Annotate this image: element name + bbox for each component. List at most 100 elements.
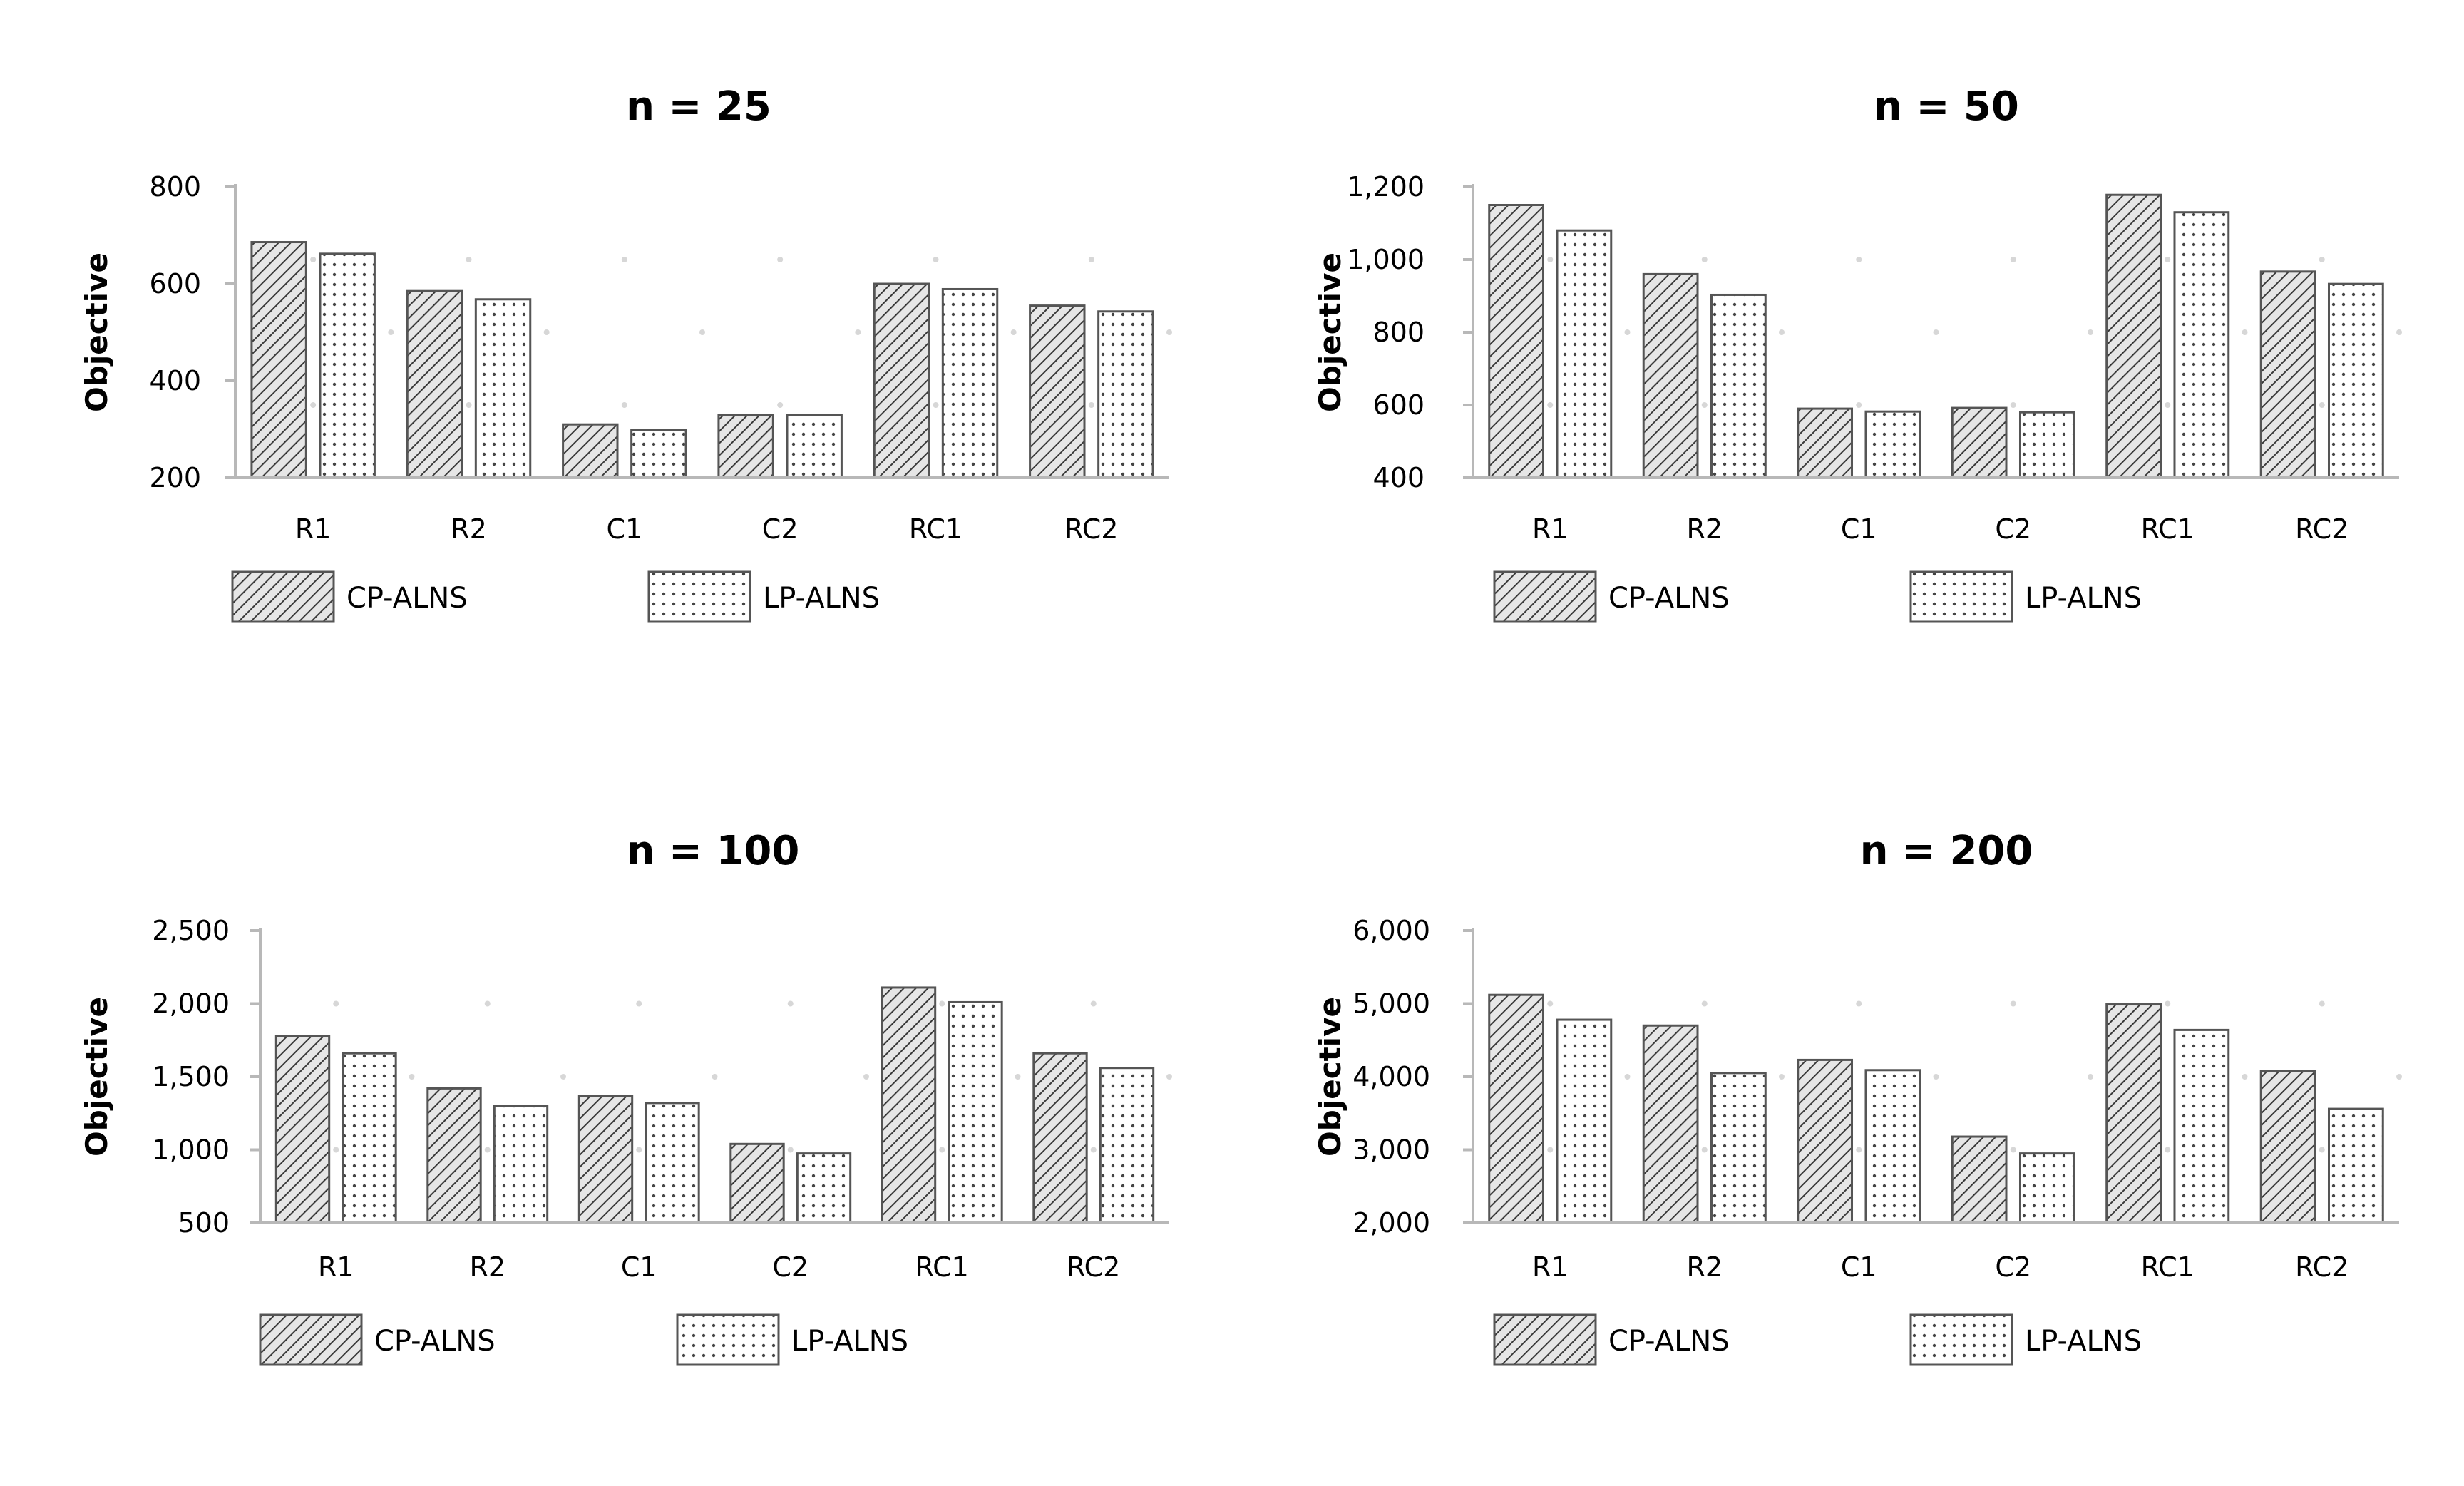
bar-lp-alns-c1 — [645, 1102, 700, 1224]
y-axis-label: Objective — [1313, 252, 1348, 412]
bar-lp-alns-r1 — [1556, 1018, 1613, 1224]
bar-lp-alns-c1 — [1864, 1069, 1921, 1224]
grid-dot — [1856, 1000, 1862, 1007]
grid-dot — [933, 257, 939, 262]
y-tick-label: 2,000 — [152, 988, 230, 1020]
x-tick-label: RC1 — [2141, 513, 2194, 545]
grid-dot — [2010, 257, 2016, 262]
x-tick-label: C2 — [1995, 1251, 2031, 1283]
x-tick-label: R2 — [469, 1251, 505, 1283]
y-tick-label: 800 — [149, 171, 201, 203]
grid-dot — [1015, 1074, 1021, 1080]
y-tick-label: 600 — [1372, 389, 1424, 421]
legend-swatch-cp-alns — [259, 1313, 363, 1366]
y-tick-label: 5,000 — [1352, 988, 1430, 1020]
grid-dot — [1701, 1000, 1708, 1007]
legend-swatch-lp-alns — [676, 1313, 780, 1366]
bar-lp-alns-r1 — [319, 252, 376, 479]
legend-swatch-cp-alns — [231, 570, 335, 623]
legend-label-cp-alns: CP-ALNS — [346, 582, 468, 615]
bar-cp-alns-rc1 — [873, 282, 930, 479]
grid-dot — [1701, 1147, 1708, 1153]
grid-dot — [2319, 257, 2325, 262]
bar-cp-alns-r1 — [1488, 204, 1545, 479]
bar-cp-alns-r2 — [1642, 1024, 1699, 1224]
grid-dot — [1090, 1147, 1097, 1153]
grid-dot — [699, 329, 705, 335]
grid-dot — [636, 1147, 642, 1153]
grid-dot — [2319, 1147, 2325, 1153]
x-tick-label: R2 — [1686, 1251, 1723, 1283]
y-tick-label: 2,000 — [1352, 1207, 1430, 1239]
grid-dot — [1624, 329, 1631, 335]
grid-dot — [621, 257, 627, 262]
grid-dot — [621, 402, 627, 408]
grid-dot — [466, 257, 472, 262]
grid-dot — [2319, 402, 2325, 408]
x-tick-label: C1 — [1841, 1251, 1877, 1283]
grid-dot — [1547, 257, 1554, 262]
grid-dot — [787, 1147, 794, 1153]
bar-cp-alns-rc2 — [2259, 270, 2316, 479]
bar-cp-alns-rc2 — [1029, 304, 1086, 479]
grid-dot — [2396, 329, 2402, 335]
bar-cp-alns-rc1 — [2105, 193, 2162, 479]
y-tick-label: 800 — [1372, 317, 1424, 348]
bar-lp-alns-rc2 — [2327, 1107, 2384, 1224]
x-tick-label: C1 — [606, 513, 642, 545]
x-tick-label: RC1 — [2141, 1251, 2194, 1283]
bar-lp-alns-c2 — [2018, 1152, 2075, 1224]
chart-title: n = 25 — [626, 83, 771, 130]
x-tick-label: C2 — [762, 513, 799, 545]
grid-dot — [1624, 1074, 1631, 1080]
grid-dot — [310, 402, 317, 408]
grid-dot — [2165, 1147, 2171, 1153]
grid-dot — [333, 1000, 339, 1007]
y-tick-label: 2,500 — [152, 915, 230, 946]
grid-dot — [543, 329, 550, 335]
bar-cp-alns-rc1 — [881, 986, 937, 1224]
y-tick-label: 200 — [149, 462, 201, 493]
y-tick-label: 3,000 — [1352, 1134, 1430, 1166]
grid-dot — [1166, 1074, 1172, 1080]
grid-dot — [636, 1000, 642, 1007]
y-tick-label: 400 — [1372, 462, 1424, 493]
grid-dot — [1010, 329, 1017, 335]
grid-dot — [855, 329, 861, 335]
grid-dot — [1701, 402, 1708, 408]
grid-dot — [787, 1000, 794, 1007]
bar-cp-alns-rc1 — [2105, 1003, 2162, 1224]
grid-dot — [466, 402, 472, 408]
bar-cp-alns-c1 — [1797, 407, 1854, 479]
grid-dot — [1166, 329, 1172, 335]
x-tick-label: R1 — [318, 1251, 354, 1283]
grid-dot — [1547, 1000, 1554, 1007]
bar-lp-alns-c2 — [2018, 411, 2075, 479]
y-axis-label: Objective — [1313, 997, 1348, 1157]
x-tick-label: R1 — [1532, 513, 1569, 545]
x-tick-label: RC1 — [909, 513, 962, 545]
grid-dot — [2165, 402, 2171, 408]
grid-dot — [712, 1074, 718, 1080]
y-axis-label: Objective — [79, 252, 114, 412]
grid-dot — [2088, 1074, 2093, 1080]
y-tick-label: 6,000 — [1352, 915, 1430, 946]
grid-dot — [2319, 1000, 2325, 1007]
grid-dot — [1547, 402, 1554, 408]
x-tick-label: R2 — [1686, 513, 1723, 545]
grid-dot — [1933, 1074, 1939, 1080]
bar-cp-alns-c1 — [562, 423, 619, 479]
x-tick-label: RC2 — [2295, 513, 2348, 545]
y-tick-label: 1,000 — [1347, 244, 1424, 275]
grid-dot — [1856, 257, 1862, 262]
bar-lp-alns-rc1 — [948, 1000, 1003, 1224]
bar-cp-alns-rc2 — [2259, 1070, 2316, 1224]
bar-lp-alns-c2 — [786, 414, 843, 479]
legend-swatch-cp-alns — [1493, 1313, 1597, 1366]
y-tick-label: 1,000 — [152, 1134, 230, 1166]
bar-lp-alns-r1 — [1556, 229, 1613, 479]
grid-dot — [1088, 257, 1094, 262]
grid-dot — [933, 402, 939, 408]
grid-dot — [939, 1000, 945, 1007]
grid-dot — [1856, 402, 1862, 408]
